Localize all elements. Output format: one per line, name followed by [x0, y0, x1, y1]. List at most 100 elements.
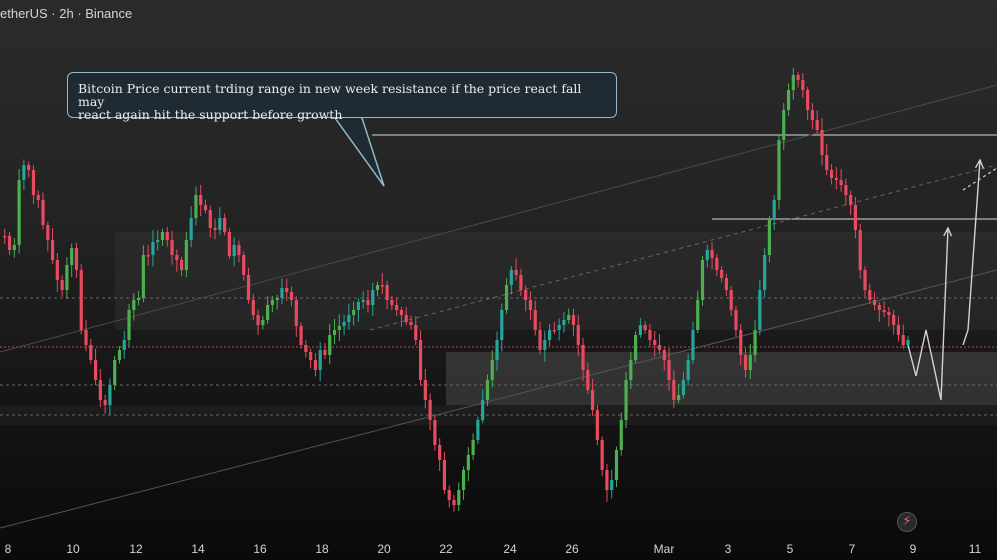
candle-body	[84, 330, 88, 345]
candle-body	[533, 310, 537, 330]
x-tick-label: Mar	[654, 542, 675, 556]
candle-body	[203, 205, 208, 210]
x-tick-label: 14	[191, 542, 205, 556]
candle-body	[304, 345, 308, 352]
candle-body	[93, 360, 98, 380]
candle-body	[136, 298, 141, 300]
candle-body	[165, 232, 169, 240]
candle-body	[332, 330, 337, 335]
candle-body	[428, 400, 432, 420]
candle-body	[485, 380, 490, 400]
candle-body	[108, 385, 112, 405]
candle-body	[820, 130, 824, 155]
candle-body	[256, 315, 260, 325]
candle-body	[624, 380, 628, 420]
candle-body	[681, 380, 685, 395]
candle-body	[414, 325, 418, 340]
candle-body	[385, 285, 389, 300]
x-tick-label: 18	[315, 542, 329, 556]
candle-body	[849, 195, 853, 205]
candle-body	[41, 200, 45, 225]
x-axis: 8 10 12 14 16 18 20 22 24 26 Mar 3 5 7 9 11	[5, 542, 982, 556]
candle-body	[519, 275, 523, 290]
candle-body	[892, 315, 896, 325]
candle-body	[299, 326, 303, 345]
candle-body	[638, 325, 642, 335]
candle-body	[896, 325, 901, 335]
x-tick-label: 11	[969, 542, 982, 556]
candle-body	[452, 500, 456, 505]
support-zone	[446, 352, 997, 405]
candle-body	[22, 165, 26, 180]
candle-body	[882, 310, 886, 312]
candle-body	[380, 285, 384, 287]
candle-body	[782, 110, 786, 140]
candle-body	[366, 300, 370, 305]
candle-body	[829, 170, 834, 178]
annotation-callout[interactable]: Bitcoin Price current trding range in ne…	[67, 72, 617, 121]
candle-body	[356, 302, 361, 310]
zones-layer	[0, 232, 997, 425]
lightning-bolt-icon[interactable]: ⚡	[897, 512, 917, 532]
candle-body	[715, 258, 719, 270]
candle-body	[404, 315, 408, 322]
candle-body	[567, 315, 571, 320]
candle-body	[504, 285, 509, 310]
candle-body	[619, 420, 623, 450]
annotation-line-1: Bitcoin Price current trding range in ne…	[78, 81, 582, 109]
candle-body	[289, 292, 294, 300]
candle-body	[772, 200, 776, 220]
candle-body	[796, 75, 800, 80]
candle-body	[476, 420, 480, 440]
candle-body	[103, 400, 107, 405]
candle-body	[791, 75, 795, 90]
candle-body	[509, 270, 513, 285]
candle-body	[328, 335, 332, 355]
candle-body	[844, 185, 848, 195]
candle-body	[724, 278, 728, 290]
candle-body	[586, 370, 590, 390]
levels-layer	[0, 134, 997, 416]
x-tick-label: 8	[5, 542, 12, 556]
candle-body	[720, 270, 724, 278]
candle-body	[156, 240, 160, 242]
candle-body	[246, 275, 251, 300]
candle-body	[634, 335, 638, 360]
candle-body	[562, 320, 566, 325]
candle-body	[55, 260, 59, 280]
candle-body	[79, 270, 83, 330]
symbol-title: etherUS · 2h · Binance	[0, 6, 133, 21]
candle-body	[748, 355, 752, 370]
candle-body	[180, 260, 184, 270]
candle-body	[390, 300, 394, 305]
candle-body	[418, 340, 423, 380]
projection-path	[962, 159, 981, 346]
channel-upper-line	[0, 84, 997, 353]
candle-body	[17, 180, 21, 245]
projection-path	[907, 227, 949, 401]
candle-body	[70, 248, 74, 265]
candle-body	[839, 180, 843, 185]
candle-body	[199, 195, 203, 205]
candle-body	[227, 232, 231, 256]
projection-dashed-line	[962, 167, 997, 191]
channel-layer	[0, 84, 997, 529]
candle-body	[758, 290, 762, 330]
candle-body	[643, 325, 647, 330]
candle-body	[208, 210, 212, 228]
candle-body	[590, 390, 595, 410]
candle-body	[571, 315, 576, 325]
candle-body	[457, 490, 461, 505]
candle-body	[347, 315, 351, 322]
x-tick-label: 22	[439, 542, 453, 556]
candle-body	[117, 350, 122, 360]
candle-body	[610, 480, 614, 490]
channel-lower-line	[0, 269, 997, 529]
x-tick-label: 7	[849, 542, 856, 556]
candle-body	[98, 380, 102, 400]
candle-body	[729, 290, 733, 310]
candle-body	[141, 255, 145, 298]
candle-body	[399, 310, 404, 315]
candle-body	[60, 280, 64, 290]
